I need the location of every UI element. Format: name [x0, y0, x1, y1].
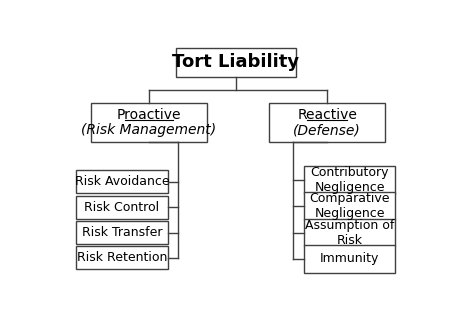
FancyBboxPatch shape: [269, 103, 385, 142]
FancyBboxPatch shape: [90, 103, 207, 142]
FancyBboxPatch shape: [76, 170, 167, 193]
Text: Risk Control: Risk Control: [84, 200, 159, 214]
Text: Risk Avoidance: Risk Avoidance: [74, 175, 169, 188]
FancyBboxPatch shape: [303, 166, 395, 194]
Text: Risk Retention: Risk Retention: [77, 251, 167, 265]
Text: Assumption of
Risk: Assumption of Risk: [304, 218, 393, 247]
FancyBboxPatch shape: [175, 48, 295, 77]
Text: Immunity: Immunity: [319, 252, 379, 265]
Text: Risk Transfer: Risk Transfer: [81, 226, 162, 239]
FancyBboxPatch shape: [76, 246, 167, 269]
FancyBboxPatch shape: [76, 196, 167, 219]
Text: Reactive: Reactive: [297, 109, 356, 123]
Text: (Defense): (Defense): [293, 123, 360, 137]
FancyBboxPatch shape: [303, 193, 395, 220]
Text: Comparative
Negligence: Comparative Negligence: [309, 192, 389, 220]
FancyBboxPatch shape: [303, 219, 395, 246]
Text: Contributory
Negligence: Contributory Negligence: [310, 166, 388, 194]
FancyBboxPatch shape: [76, 221, 167, 244]
Text: Proactive: Proactive: [117, 109, 181, 123]
FancyBboxPatch shape: [303, 245, 395, 272]
Text: (Risk Management): (Risk Management): [81, 123, 216, 137]
Text: Tort Liability: Tort Liability: [172, 53, 299, 71]
